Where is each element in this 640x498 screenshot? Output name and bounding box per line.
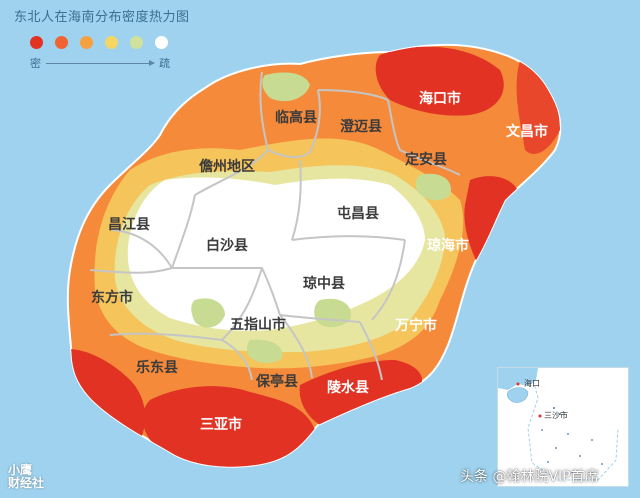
legend-sparse-label: 疏 <box>159 57 170 70</box>
region-label-qiongzhong: 琼中县 <box>303 276 345 292</box>
legend-dense-label: 密 <box>30 57 41 70</box>
zone-south-west <box>67 349 146 440</box>
district-boundaries <box>89 71 461 381</box>
region-label-baisha: 白沙县 <box>206 238 248 254</box>
region-label-wuzhishan: 五指山市 <box>230 317 286 333</box>
region-label-wanning: 万宁市 <box>395 318 437 334</box>
region-label-tunchang: 屯昌县 <box>337 206 379 222</box>
region-label-wenchang: 文昌市 <box>506 124 548 140</box>
inset-label-sansha: 三沙市 <box>544 411 568 420</box>
zone-wenchang-red <box>516 60 560 154</box>
region-label-qionghai: 琼海市 <box>427 238 469 254</box>
map-title: 东北人在海南分布密度热力图 <box>14 10 190 25</box>
zone-sanya <box>142 386 315 467</box>
legend-axis: 密 疏 <box>30 55 170 71</box>
region-label-ledong: 乐东县 <box>136 360 178 376</box>
region-label-dingan: 定安县 <box>405 152 447 168</box>
region-label-chengmai: 澄迈县 <box>340 119 382 135</box>
legend-swatch-5 <box>130 36 143 49</box>
region-label-changjiang: 昌江县 <box>108 217 150 233</box>
legend-swatch-3 <box>80 36 93 49</box>
zone-haikou <box>375 46 504 116</box>
inset-label-haikou: 海口 <box>524 379 540 388</box>
legend-swatch-2 <box>55 36 68 49</box>
region-label-lingao: 临高县 <box>275 110 317 126</box>
legend-arrow <box>46 59 155 66</box>
patch-green-1 <box>262 72 310 102</box>
region-label-baoting: 保亭县 <box>256 374 298 390</box>
region-label-haikou: 海口市 <box>419 91 461 107</box>
inset-map <box>498 368 628 486</box>
legend-swatch-4 <box>105 36 118 49</box>
watermark: 头条 @翰林院VIP首席 <box>460 469 599 485</box>
zone-lingshui <box>299 360 423 425</box>
density-legend <box>30 36 168 49</box>
region-label-dongfang: 东方市 <box>91 290 133 306</box>
zone-white-core <box>127 177 425 331</box>
region-label-sanya: 三亚市 <box>200 417 242 433</box>
legend-swatch-1 <box>30 36 43 49</box>
patch-green-2 <box>191 298 225 328</box>
region-label-lingshui: 陵水县 <box>327 380 369 396</box>
corner-logo: 小鹰 财经社 <box>8 463 45 490</box>
legend-swatch-6 <box>155 36 168 49</box>
patch-green-5 <box>415 173 451 201</box>
south-china-sea-inset: 海口 三沙市 <box>497 367 629 487</box>
patch-green-4 <box>246 339 283 364</box>
region-label-danzhou: 儋州地区 <box>199 159 255 175</box>
